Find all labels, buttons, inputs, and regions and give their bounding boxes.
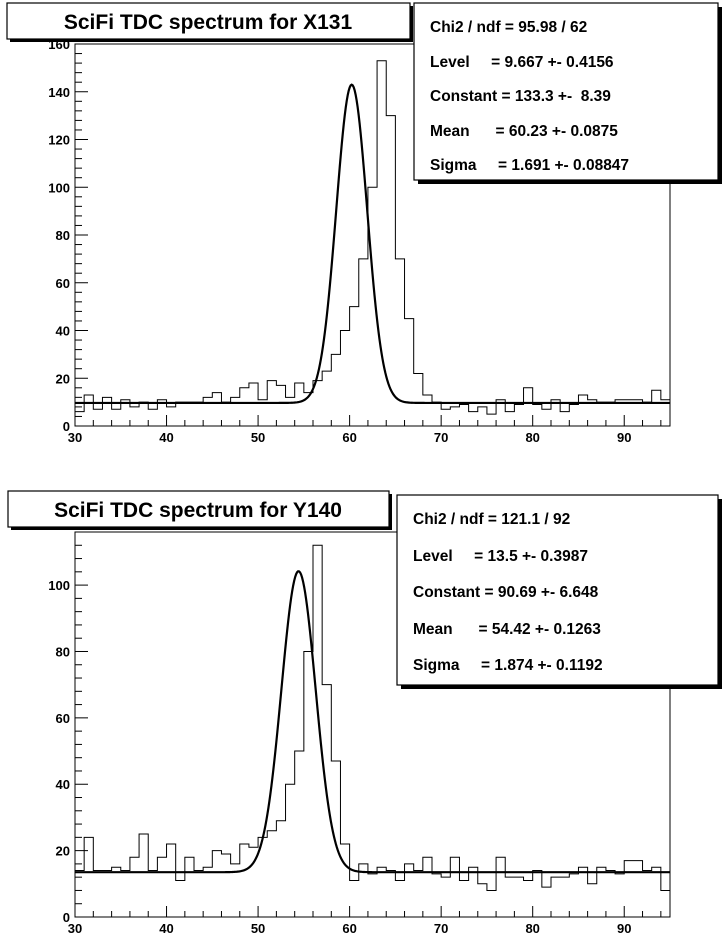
stats-box-x131: Chi2 / ndf = 95.98 / 62 Level = 9.667 +-… <box>413 2 722 184</box>
gaussian-fit-curve-y140 <box>75 570 670 874</box>
chart-title-x131: SciFi TDC spectrum for X131 <box>64 11 353 34</box>
x-tick-label: 40 <box>159 921 173 936</box>
stat-constant-y140: Constant = 90.69 +- 6.648 <box>413 584 599 601</box>
stats-box-y140: Chi2 / ndf = 121.1 / 92 Level = 13.5 +- … <box>396 494 722 689</box>
histogram-steps-y140 <box>75 544 670 891</box>
stat-value: 133.3 +- 8.39 <box>515 88 611 105</box>
y-tick-label: 60 <box>56 711 70 726</box>
y-tick-label: 140 <box>48 85 70 100</box>
x-tick-label: 50 <box>251 921 265 936</box>
stat-value: 95.98 / 62 <box>518 19 587 36</box>
title-box-y140: SciFi TDC spectrum for Y140 <box>7 490 392 530</box>
stat-value: 54.42 +- 0.1263 <box>492 621 601 638</box>
stat-label: Constant = <box>413 584 498 601</box>
y-tick-label: 80 <box>56 644 70 659</box>
stat-label: Level = <box>413 548 488 565</box>
y-tick-label: 100 <box>48 578 70 593</box>
stat-label: Chi2 / ndf = <box>413 511 501 528</box>
stat-label: Level = <box>430 54 505 71</box>
stat-value: 1.874 +- 0.1192 <box>494 657 602 674</box>
y-tick-label: 80 <box>56 228 70 243</box>
stat-value: 1.691 +- 0.08847 <box>511 157 629 174</box>
stat-constant-x131: Constant = 133.3 +- 8.39 <box>430 88 611 105</box>
x-tick-label: 50 <box>251 430 265 445</box>
x-tick-label: 80 <box>525 430 539 445</box>
x-tick-label: 60 <box>342 430 356 445</box>
stat-label: Mean = <box>430 123 509 140</box>
y-tick-label: 60 <box>56 276 70 291</box>
stat-value: 13.5 +- 0.3987 <box>488 548 588 565</box>
stat-value: 90.69 +- 6.648 <box>498 584 599 601</box>
x-tick-label: 90 <box>617 921 631 936</box>
y-tick-label: 100 <box>48 180 70 195</box>
stat-label: Mean = <box>413 621 492 638</box>
x-tick-label: 30 <box>68 430 82 445</box>
stat-level-x131: Level = 9.667 +- 0.4156 <box>430 54 614 71</box>
x-tick-label: 70 <box>434 430 448 445</box>
x-tick-label: 90 <box>617 430 631 445</box>
x-tick-label: 30 <box>68 921 82 936</box>
stats-box-frame <box>396 494 719 686</box>
y-tick-label: 40 <box>56 324 70 339</box>
title-box-x131: SciFi TDC spectrum for X131 <box>6 2 413 42</box>
stat-value: 60.23 +- 0.0875 <box>509 123 618 140</box>
stats-box-frame <box>413 2 719 181</box>
stat-label: Constant = <box>430 88 515 105</box>
chart-title-y140: SciFi TDC spectrum for Y140 <box>54 499 342 522</box>
x-tick-label: 70 <box>434 921 448 936</box>
stat-mean-x131: Mean = 60.23 +- 0.0875 <box>430 123 618 140</box>
panel-y140: 30 40 50 60 70 80 90 0 20 40 60 80 100 SciFi TDC spe… <box>7 490 722 936</box>
stat-value: 9.667 +- 0.4156 <box>505 54 614 71</box>
y-tick-label: 40 <box>56 777 70 792</box>
y-tick-label: 0 <box>63 419 70 434</box>
x-tick-label: 40 <box>159 430 173 445</box>
plot-area-y140: 30 40 50 60 70 80 90 0 20 40 60 80 100 <box>48 531 671 936</box>
x-tick-label: 80 <box>525 921 539 936</box>
y-tick-label: 20 <box>56 371 70 386</box>
gaussian-fit-curve-x131 <box>75 83 670 405</box>
plot-frame-y140 <box>74 531 671 918</box>
title-box-frame <box>6 2 411 40</box>
y-tick-label: 120 <box>48 133 70 148</box>
stat-value: 121.1 / 92 <box>501 511 570 528</box>
stat-sigma-x131: Sigma = 1.691 +- 0.08847 <box>430 157 629 174</box>
y-tick-label: 20 <box>56 844 70 859</box>
stat-level-y140: Level = 13.5 +- 0.3987 <box>413 548 588 565</box>
title-box-frame <box>7 490 390 528</box>
stat-chi2-y140: Chi2 / ndf = 121.1 / 92 <box>413 511 570 528</box>
x-tick-label: 60 <box>342 921 356 936</box>
stat-mean-y140: Mean = 54.42 +- 0.1263 <box>413 621 601 638</box>
stat-chi2-x131: Chi2 / ndf = 95.98 / 62 <box>430 19 587 36</box>
stat-label: Sigma = <box>430 157 511 174</box>
stat-sigma-y140: Sigma = 1.874 +- 0.1192 <box>413 657 603 674</box>
y-tick-label: 0 <box>63 910 70 925</box>
stat-label: Sigma = <box>413 657 494 674</box>
stat-label: Chi2 / ndf = <box>430 19 518 36</box>
